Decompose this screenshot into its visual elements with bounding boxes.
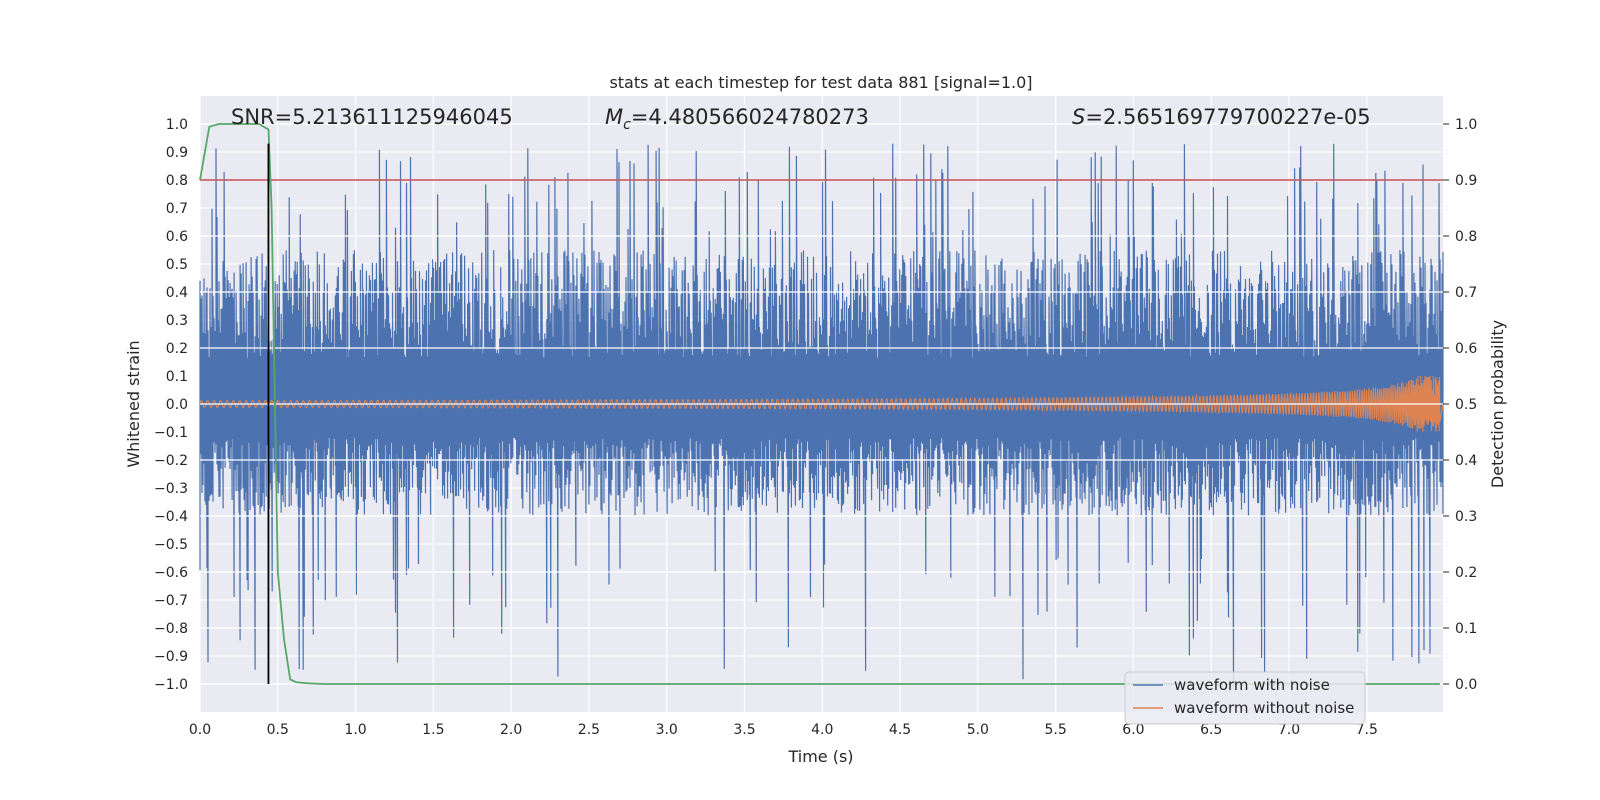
y-tick-label: −0.2 [154,453,188,469]
y-tick-label: 0.7 [166,201,188,217]
y-tick-label: 0.5 [166,257,188,273]
s-symbol: S [1072,105,1085,129]
series-layer [199,143,1444,684]
x-tick-label: 7.5 [1356,722,1378,738]
y-tick-label: −0.9 [154,649,188,665]
y2-tick-label: 0.4 [1455,453,1477,469]
x-tick-label: 1.0 [344,722,366,738]
y-tick-label: −0.7 [154,593,188,609]
y2-tick-label: 0.5 [1455,397,1477,413]
chirp-mass-subscript: c [623,117,631,133]
y-tick-label: 0.4 [166,285,188,301]
x-tick-label: 4.0 [811,722,833,738]
y-tick-label: −1.0 [154,677,188,693]
chart-title: stats at each timestep for test data 881… [609,73,1032,92]
chirp-mass-symbol: M [605,105,623,129]
y2-tick-label: 0.7 [1455,285,1477,301]
y2-tick-label: 0.0 [1455,677,1477,693]
x-tick-label: 3.0 [656,722,678,738]
legend-label-clean: waveform without noise [1174,699,1354,717]
y-tick-label: 0.0 [166,397,188,413]
series-line-waveform-with-noise [199,143,1444,684]
x-tick-label: 6.0 [1122,722,1144,738]
x-tick-label: 1.5 [422,722,444,738]
y-tick-label: 1.0 [166,117,188,133]
y2-tick-label: 0.9 [1455,173,1477,189]
y2-tick-label: 0.6 [1455,341,1477,357]
x-tick-label: 0.5 [267,722,289,738]
x-tick-label: 0.0 [189,722,211,738]
y2-tick-label: 0.1 [1455,621,1477,637]
y-tick-label: −0.5 [154,537,188,553]
s-value: =2.565169779700227e-05 [1085,105,1370,129]
x-tick-label: 2.0 [500,722,522,738]
s-annotation: S=2.565169779700227e-05 [1072,105,1371,129]
y-tick-label: 0.2 [166,341,188,357]
series-line-detection-probability [199,123,1440,685]
chirp-mass-annotation: Mc=4.480566024780273 [605,105,869,133]
x-tick-label: 5.0 [967,722,989,738]
series-line-waveform-without-noise [199,375,1444,433]
y-tick-label: −0.3 [154,481,188,497]
y-tick-label: −0.1 [154,425,188,441]
x-axis-label: Time (s) [787,747,853,766]
legend-label-noise: waveform with noise [1174,676,1330,694]
ticks-layer: 0.0 0.5 1.0 1.5 2.0 2.5 3.0 3.5 4.0 4.5 5.0 5.5 6.0 6… [154,117,1477,738]
y2-tick-label: 0.3 [1455,509,1477,525]
x-tick-label: 2.5 [578,722,600,738]
y2-tick-label: 1.0 [1455,117,1477,133]
x-tick-label: 5.5 [1044,722,1066,738]
legend-box [1124,671,1366,725]
x-tick-label: 3.5 [733,722,755,738]
x-tick-label: 4.5 [889,722,911,738]
y-tick-label: −0.6 [154,565,188,581]
legend: waveform with noise waveform without noi… [1124,671,1366,725]
chirp-mass-value: =4.480566024780273 [631,105,869,129]
y-tick-label: −0.8 [154,621,188,637]
y-tick-label: −0.4 [154,509,188,525]
y-tick-label: 0.9 [166,145,188,161]
snr-annotation: SNR=5.213611125946045 [231,105,513,129]
y-tick-label: 0.8 [166,173,188,189]
y-axis-label: Whitened strain [124,340,143,467]
y2-tick-label: 0.2 [1455,565,1477,581]
x-tick-label: 7.0 [1278,722,1300,738]
y-tick-label: 0.6 [166,229,188,245]
x-tick-label: 6.5 [1200,722,1222,738]
y2-tick-label: 0.8 [1455,229,1477,245]
overlay-layer [199,123,1443,685]
y-tick-label: 0.3 [166,313,188,329]
y2-axis-label: Detection probability [1488,320,1507,488]
y-tick-label: 0.1 [166,369,188,385]
